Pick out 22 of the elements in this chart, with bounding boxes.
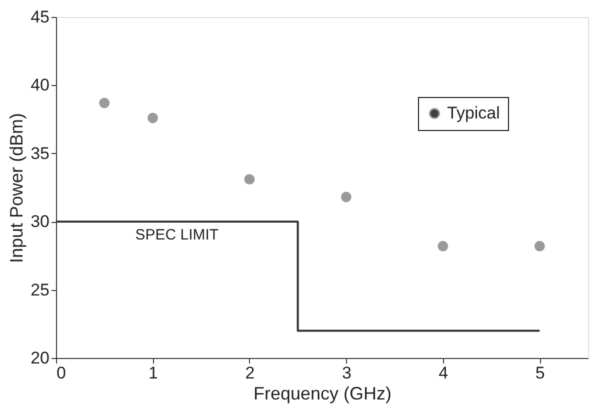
x-tick-label: 2 xyxy=(245,364,255,382)
legend-label: Typical xyxy=(447,104,500,122)
y-tick-label: 25 xyxy=(30,280,50,300)
y-axis-title: Input Power (dBm) xyxy=(6,112,27,264)
point xyxy=(340,192,352,202)
y-tick-label: 45 xyxy=(30,8,50,26)
series-label: SPEC LIMIT xyxy=(135,226,219,244)
x-axis-title: Frequency (GHz) xyxy=(253,384,392,404)
point xyxy=(438,240,448,252)
y-tick-label: 20 xyxy=(30,348,50,368)
y-tick-label: 35 xyxy=(30,144,50,163)
y-tick-label: 40 xyxy=(30,76,50,95)
x-tick-label: 0 xyxy=(56,364,66,382)
point xyxy=(147,112,158,124)
x-tick-label: 3 xyxy=(342,364,352,382)
y-tick-label: 30 xyxy=(30,212,50,232)
x-tick-label: 5 xyxy=(535,364,545,382)
point xyxy=(534,240,545,252)
x-tick-label: 4 xyxy=(438,364,448,382)
point xyxy=(99,98,110,108)
point xyxy=(244,174,255,185)
x-tick-label: 1 xyxy=(148,364,158,382)
